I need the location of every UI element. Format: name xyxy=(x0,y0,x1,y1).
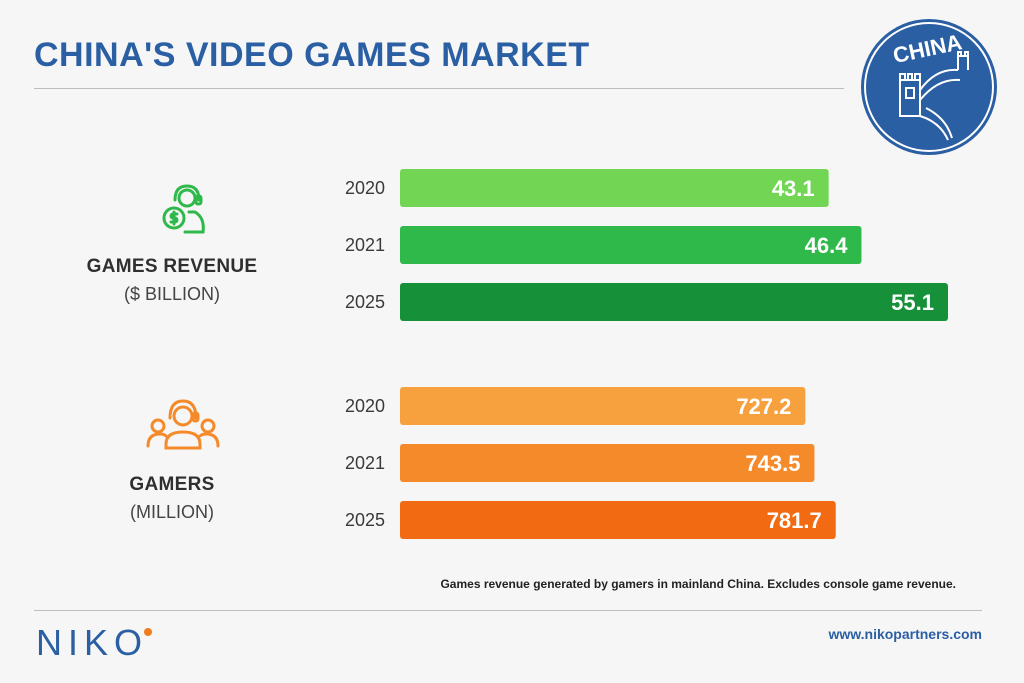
logo-dot xyxy=(144,628,153,636)
revenue-unit: ($ BILLION) xyxy=(123,284,221,304)
footer-divider xyxy=(34,610,982,611)
bar-gamers-2021 xyxy=(400,444,815,482)
gamers-unit: (MILLION) xyxy=(129,502,214,522)
bar-value-label: 743.5 xyxy=(745,451,800,476)
gamers-title: GAMERS xyxy=(129,474,215,495)
bar-gamers-2025 xyxy=(400,501,836,539)
revenue-title: GAMES REVENUE xyxy=(86,256,258,277)
niko-logo[interactable]: NIKO xyxy=(36,622,153,664)
year-label: 2025 xyxy=(345,292,385,312)
year-label: 2020 xyxy=(345,396,385,416)
website-link[interactable]: www.nikopartners.com xyxy=(828,626,982,642)
china-badge: CHINA xyxy=(861,19,997,155)
gamers-group-icon xyxy=(146,399,220,450)
bar-value-label: 43.1 xyxy=(772,176,815,201)
bar-gamers-2020 xyxy=(400,387,806,425)
bar-revenue-2025 xyxy=(400,283,948,321)
year-label: 2021 xyxy=(345,453,385,473)
logo-text: NIKO xyxy=(36,622,149,663)
gamers-group-header: GAMERS (MILLION) xyxy=(62,474,282,523)
bar-revenue-2020 xyxy=(400,169,829,207)
page-title: CHINA'S VIDEO GAMES MARKET xyxy=(34,36,590,74)
bar-value-label: 727.2 xyxy=(736,394,791,419)
year-label: 2020 xyxy=(345,178,385,198)
great-wall-icon xyxy=(899,51,969,141)
title-divider xyxy=(34,88,844,89)
year-label: 2025 xyxy=(345,510,385,530)
bar-value-label: 781.7 xyxy=(767,508,822,533)
revenue-person-icon xyxy=(162,184,205,234)
bar-value-label: 46.4 xyxy=(805,233,849,258)
bar-value-label: 55.1 xyxy=(891,290,934,315)
bar-revenue-2021 xyxy=(400,226,862,264)
footnote: Games revenue generated by gamers in mai… xyxy=(440,577,956,591)
year-label: 2021 xyxy=(345,235,385,255)
revenue-group-header: GAMES REVENUE ($ BILLION) xyxy=(62,256,282,305)
